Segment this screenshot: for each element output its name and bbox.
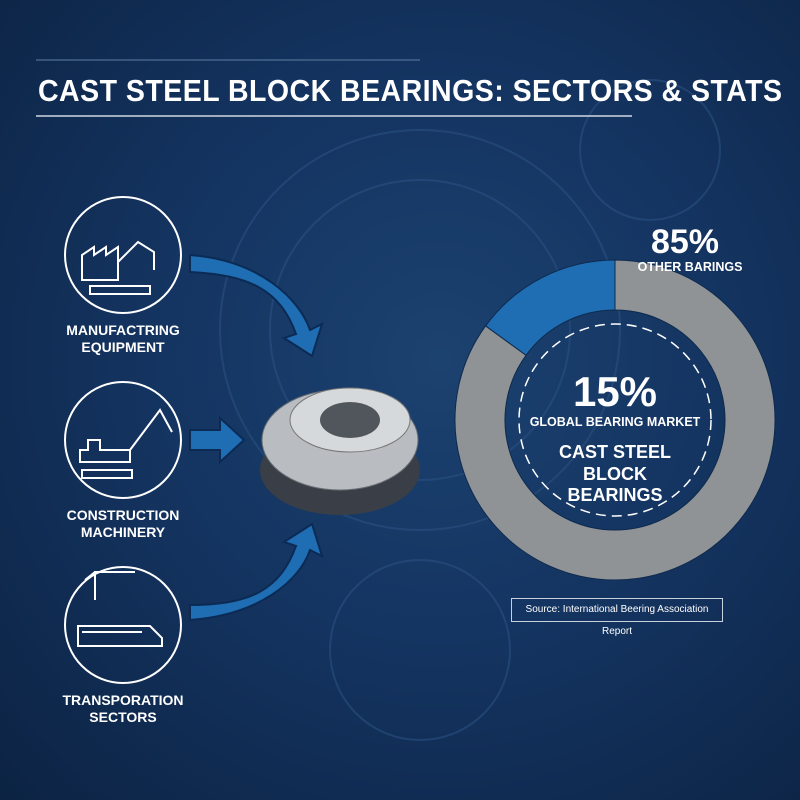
donut-segment <box>454 259 776 581</box>
title: CAST STEEL BLOCK BEARINGS: SECTORS & STA… <box>38 73 783 108</box>
sector-icons <box>64 196 182 684</box>
source-note: Source: International Beering Associatio… <box>511 598 723 637</box>
sector-label: CONSTRUCTION MACHINERY <box>66 507 180 540</box>
value-label: 85% <box>650 223 720 261</box>
bearing <box>260 387 420 515</box>
inner-ring <box>518 323 712 517</box>
category-label: CAST STEEL BLOCK BEARINGS <box>558 442 671 506</box>
category-label: OTHER BARINGS <box>637 260 743 274</box>
chart-subtitle: GLOBAL BEARING MARKET <box>529 415 701 429</box>
sector-label: MANUFACTRING EQUIPMENT <box>66 322 180 355</box>
arrows <box>189 253 324 622</box>
sector-label: TRANSPORATION SECTORS <box>62 692 184 725</box>
value-label: 15% <box>572 368 658 415</box>
background-gears <box>219 79 721 741</box>
